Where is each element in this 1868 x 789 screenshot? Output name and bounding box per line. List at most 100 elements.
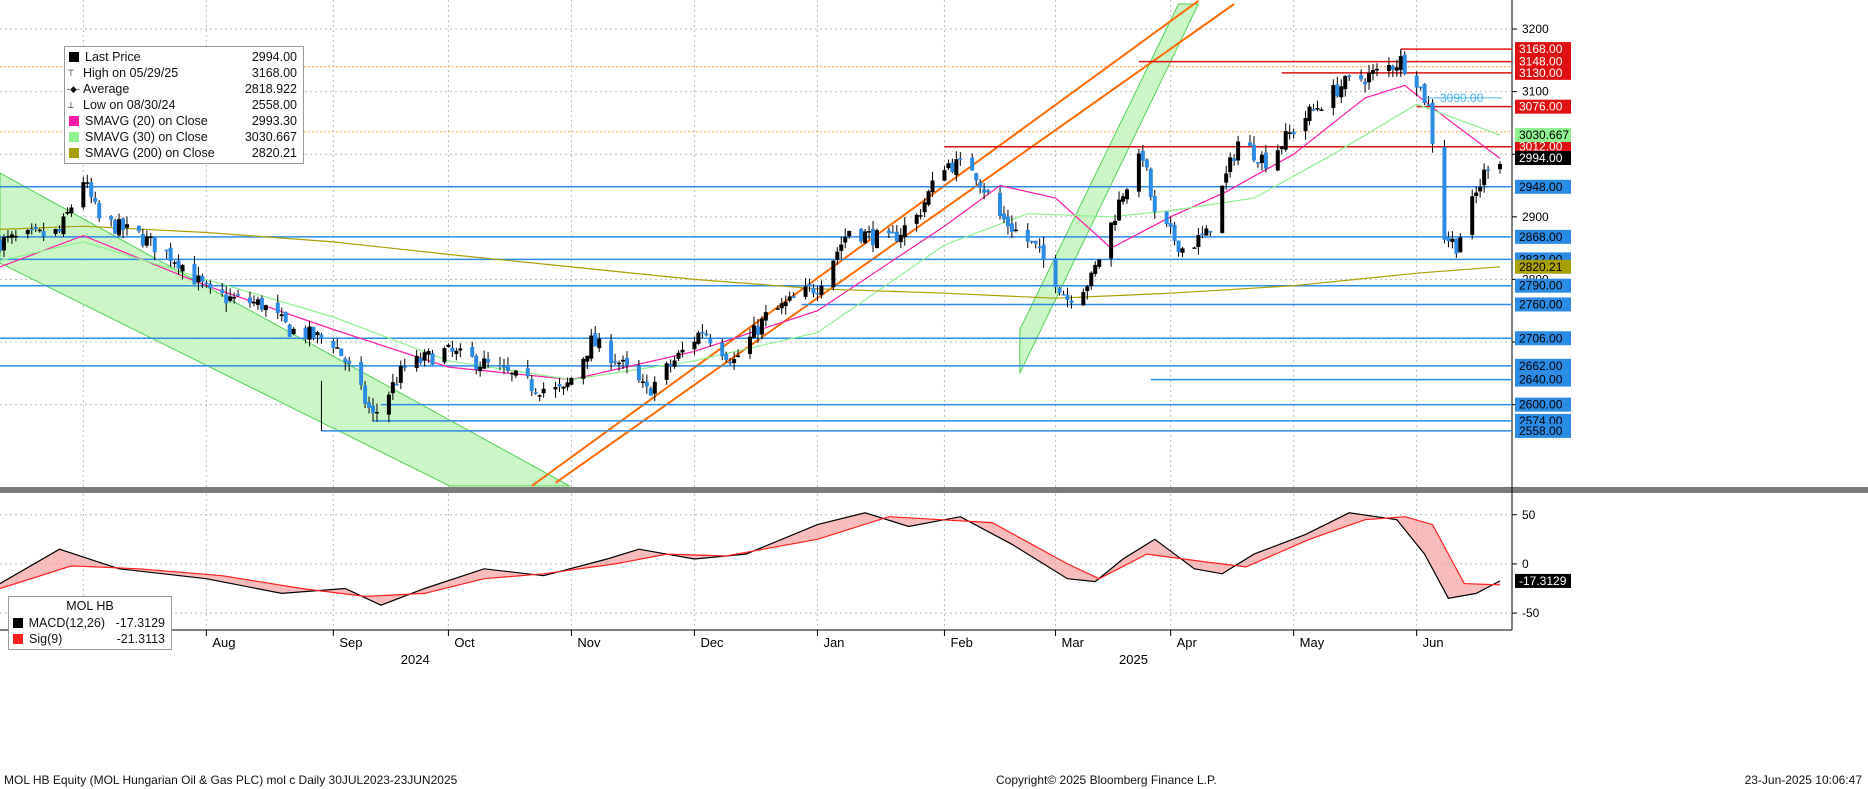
macd-fill [0, 512, 1500, 606]
moving-average-line [0, 84, 1501, 381]
candle-body [613, 361, 618, 363]
candle-body [1259, 154, 1264, 164]
level-box [1515, 278, 1571, 293]
candle-body [1474, 192, 1479, 197]
candle-body [1220, 185, 1225, 234]
footer-security: MOL HB Equity (MOL Hungarian Oil & Gas P… [4, 773, 458, 787]
legend-row: SMAVG (200) on Close 2820.21 [65, 145, 303, 161]
candle-body [815, 292, 820, 295]
current-value-label: 3030.667 [1519, 128, 1569, 142]
candle-body [676, 352, 681, 359]
level-label: 2600.00 [1519, 398, 1563, 412]
candle-body [498, 364, 502, 367]
candle-body [720, 342, 725, 357]
candle-body [1371, 70, 1376, 74]
candle-body [335, 347, 340, 349]
macd-value-box [1515, 573, 1571, 588]
candle-body [69, 207, 74, 214]
candle-body [1307, 106, 1312, 121]
candle-body [672, 360, 677, 367]
candle-body [807, 283, 812, 287]
candle-body [1426, 104, 1431, 106]
candle-body [565, 382, 570, 388]
x-tick-label: Dec [700, 635, 724, 650]
candle-body [0, 239, 2, 251]
candle-body [553, 387, 558, 390]
candle-body [867, 231, 872, 233]
x-tick-label: Jan [823, 635, 844, 650]
candle-body [1013, 229, 1018, 232]
candle-body [755, 326, 760, 335]
candle-body [1394, 67, 1399, 71]
level-label: 2640.00 [1519, 373, 1563, 387]
level-box [1515, 54, 1571, 69]
candle-body [982, 189, 987, 193]
candle-body [1339, 86, 1344, 98]
candle-body [1367, 72, 1372, 83]
candle-body [9, 234, 14, 238]
candle-body [950, 162, 955, 173]
candle-body [1470, 196, 1475, 235]
candle-body [942, 170, 947, 181]
candle-body [148, 236, 153, 239]
candle-body [803, 286, 808, 297]
candle-body [648, 388, 653, 396]
candle-body [1009, 223, 1014, 232]
candle-body [1430, 102, 1435, 145]
level-box [1515, 179, 1571, 194]
candle-body [236, 294, 241, 296]
candle-body [1065, 294, 1070, 301]
candle-body [25, 230, 30, 234]
candle-body [1390, 65, 1395, 70]
candle-body [1037, 246, 1042, 249]
legend-row: SMAVG (20) on Close 2993.30 [65, 113, 303, 129]
candle-body [894, 231, 899, 242]
candle-body [1172, 224, 1177, 241]
current-value-box [1515, 259, 1571, 274]
candle-body [144, 236, 149, 246]
candle-body [386, 394, 391, 415]
candle-body [196, 275, 201, 283]
candle-body [255, 299, 260, 305]
candle-body [1303, 118, 1308, 132]
candle-body [311, 327, 316, 339]
level-label: 2868.00 [1519, 230, 1563, 244]
square-swatch [69, 116, 79, 126]
legend-row: Last Price 2994.00 [65, 49, 303, 65]
candle-body [839, 244, 844, 251]
candle-body [1331, 85, 1336, 109]
candle-body [1386, 65, 1391, 71]
candle-body [1232, 158, 1237, 162]
candle-body [1418, 86, 1423, 89]
candle-body [204, 282, 209, 285]
level-box [1515, 331, 1571, 346]
candle-body [1033, 240, 1038, 244]
candle-body [898, 234, 903, 243]
candle-body [1275, 150, 1280, 171]
current-value-box [1515, 128, 1571, 143]
y-tick-label: 3200 [1522, 22, 1549, 36]
square-swatch [69, 132, 79, 142]
candle-body [176, 260, 181, 269]
candle-body [220, 289, 225, 294]
candle-body [1148, 168, 1153, 197]
candle-body [259, 297, 264, 310]
candle-body [430, 353, 435, 365]
candle-body [1200, 233, 1205, 236]
level-label: 2790.00 [1519, 279, 1563, 293]
candle-body [1236, 141, 1241, 161]
level-label: 3168.00 [1519, 42, 1563, 56]
candle-body [315, 332, 320, 336]
candle-body [1478, 187, 1483, 192]
candle-body [946, 163, 951, 169]
candle-body [585, 355, 590, 362]
candle-body [172, 262, 177, 264]
candle-body [53, 229, 58, 234]
candle-body [914, 214, 919, 224]
high-marker: ⊤ [67, 68, 75, 78]
candle-body [251, 301, 256, 304]
candle-body [569, 377, 574, 385]
candle-body [1029, 240, 1034, 243]
candle-body [529, 379, 534, 392]
